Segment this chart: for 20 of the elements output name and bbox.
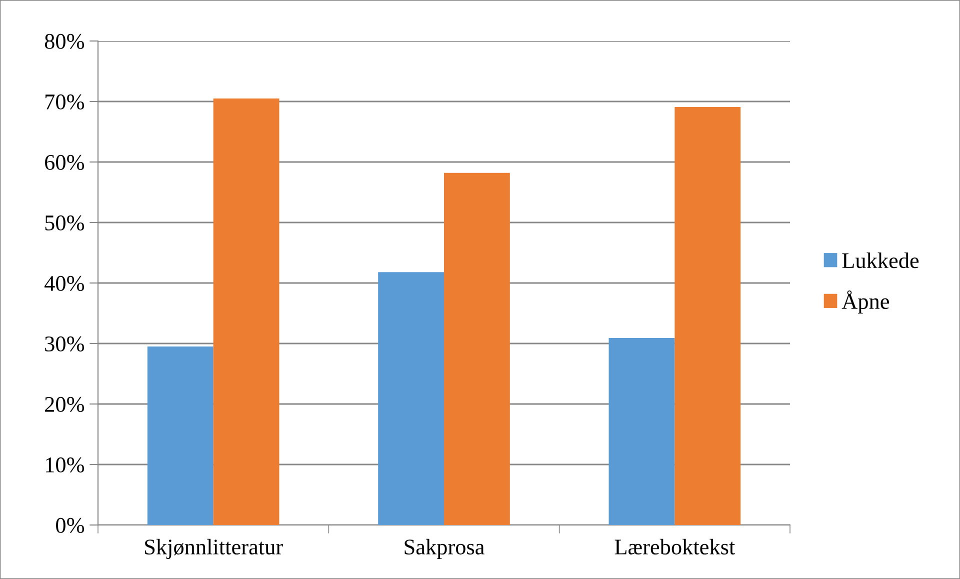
y-tick-label: 10% — [46, 457, 84, 472]
bar — [674, 106, 741, 525]
y-tick-label: 30% — [45, 336, 84, 352]
x-tick-label: Læreboktekst — [614, 538, 736, 555]
bar — [213, 98, 280, 525]
bar — [444, 172, 510, 525]
y-tick-label: 20% — [45, 396, 84, 412]
y-tick-label: 40% — [44, 276, 84, 291]
bar — [608, 338, 675, 525]
y-tick-label: 60% — [45, 154, 84, 170]
y-tick-label: 0% — [56, 518, 84, 533]
legend-label: Lukkede — [842, 252, 919, 268]
legend-label: Åpne — [842, 290, 889, 314]
x-tick-label: Skjønnlitteratur — [145, 538, 283, 560]
x-tick-label: Sakprosa — [404, 538, 484, 560]
y-tick-label: 80% — [44, 34, 84, 49]
y-tick-label: 70% — [46, 94, 84, 110]
bar — [147, 346, 214, 525]
bar — [378, 272, 444, 525]
y-tick-label: 50% — [45, 215, 84, 230]
